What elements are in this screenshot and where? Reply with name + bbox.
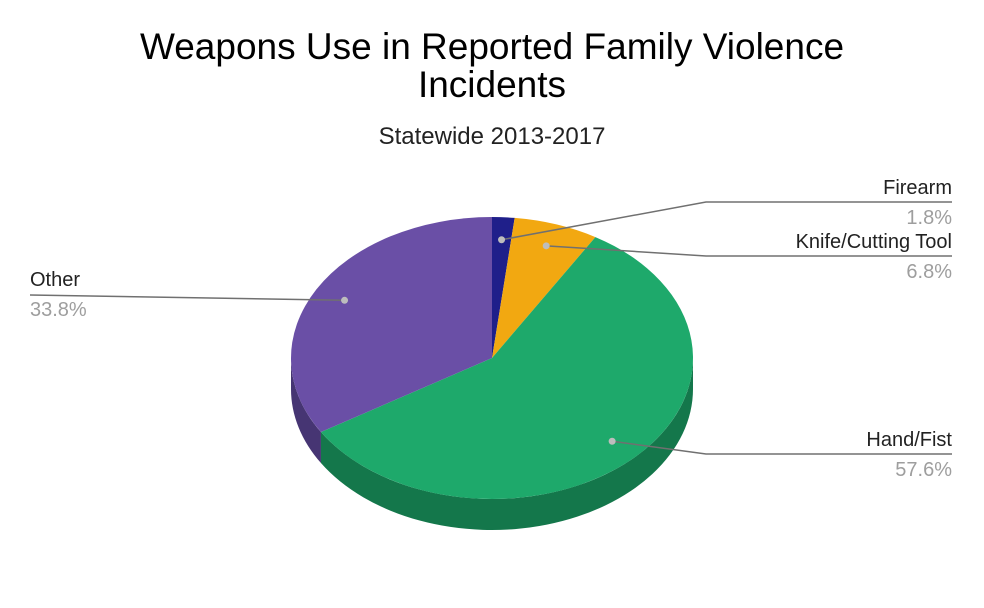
label-knife-cutting-tool: Knife/Cutting Tool — [796, 231, 952, 253]
pie-leader-lines — [29, 201, 952, 455]
value-label-other: 33.8% — [30, 299, 87, 321]
leader-line-knife-cutting-tool — [546, 245, 952, 257]
leader-dot-hand-fist — [608, 437, 616, 445]
label-firearm: Firearm — [883, 177, 952, 199]
value-label-knife-cutting-tool: 6.8% — [906, 261, 952, 283]
leader-line-other — [29, 294, 345, 302]
pie-slice-firearm[interactable] — [492, 217, 515, 358]
value-label-hand-fist: 57.6% — [895, 459, 952, 481]
pie-slice-knife-cutting-tool[interactable] — [492, 217, 596, 358]
pie-side-hand-fist — [320, 358, 693, 530]
leader-line-firearm — [501, 201, 952, 241]
chart-title-line2: Incidents — [417, 64, 567, 105]
chart-title-line1: Weapons Use in Reported Family Violence — [139, 26, 845, 67]
label-hand-fist: Hand/Fist — [866, 429, 952, 451]
leader-dot-knife-cutting-tool — [542, 242, 550, 250]
chart-title: Weapons Use in Reported Family Violence … — [0, 28, 984, 104]
pie-3d-sides — [291, 358, 693, 530]
leader-dot-firearm — [498, 236, 506, 244]
pie-slice-other[interactable] — [290, 217, 492, 433]
leader-dot-other — [341, 296, 349, 304]
chart-subtitle: Statewide 2013-2017 — [378, 123, 606, 150]
label-other: Other — [30, 269, 80, 291]
pie-labels: Firearm 1.8%Knife/Cutting Tool 6.8% Hand/Fi… — [30, 177, 952, 481]
pie-slice-hand-fist[interactable] — [320, 237, 693, 499]
leader-line-hand-fist — [612, 440, 952, 455]
value-label-firearm: 1.8% — [906, 207, 952, 229]
pie-side-other — [291, 358, 321, 464]
pie-slices — [290, 217, 693, 499]
